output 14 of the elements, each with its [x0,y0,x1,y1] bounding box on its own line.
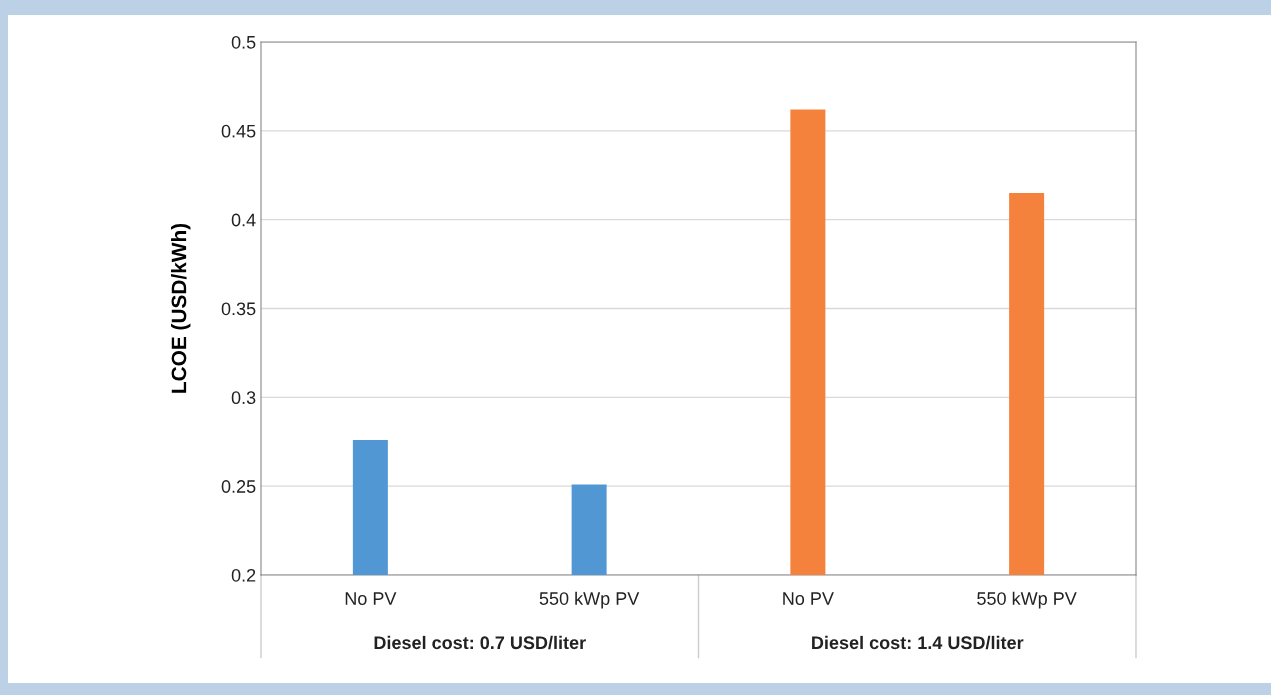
y-tick-label: 0.4 [231,213,256,227]
y-tick-label: 0.35 [221,302,256,316]
y-tick-label: 0.3 [231,391,256,405]
x-tick-label: 550 kWp PV [977,591,1077,609]
y-axis-title: LCOE (USD/kWh) [171,223,191,393]
text: Diesel cost: 1.4 USD/liter [812,635,1024,650]
y-tick-label: 0.25 [221,480,256,493]
y-tick-label: 0.2 [231,568,256,582]
x-tick-label: No PV [345,592,397,605]
x-tick-label: 550 kWp PV [539,591,640,609]
text: Diesel cost: 0.7 USD/liter [374,635,586,650]
y-tick-label: 0.45 [221,124,256,138]
x-tick-label: No PV [783,592,834,605]
y-tick-label: 0.5 [231,35,256,49]
